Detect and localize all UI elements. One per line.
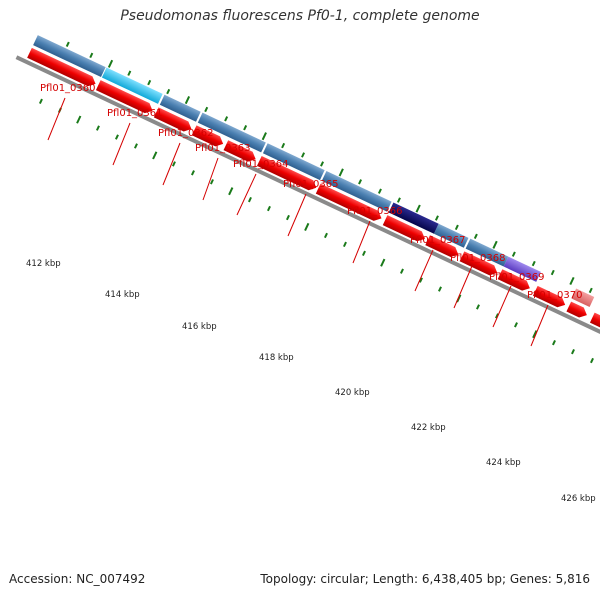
gene-label[interactable]: Pfl01_0366: [347, 206, 403, 217]
gene-block[interactable]: [197, 112, 266, 153]
gene-arrow[interactable]: [459, 251, 500, 278]
reverse-strand-genes: [27, 47, 600, 344]
gene-label[interactable]: Pfl01_0362: [158, 128, 214, 139]
gene-label[interactable]: Pfl01_0363: [195, 143, 251, 154]
position-label: 412 kbp: [26, 259, 61, 269]
gene-block[interactable]: [33, 35, 106, 78]
gene-arrow[interactable]: [223, 140, 259, 164]
gene-arrow[interactable]: [95, 80, 155, 115]
position-label: 416 kbp: [182, 322, 217, 332]
gene-label[interactable]: Pfl01_0369: [489, 272, 545, 283]
gene-label[interactable]: Pfl01_0367: [410, 235, 466, 246]
gene-label[interactable]: Pfl01_0365: [283, 179, 339, 190]
gene-label[interactable]: Pfl01_0368: [450, 253, 506, 264]
gene-block[interactable]: [321, 170, 392, 212]
gene-arrow[interactable]: [27, 47, 98, 89]
gene-labels: Pfl01_0360 Pfl01_0361 Pfl01_0362 Pfl01_0…: [40, 83, 583, 301]
position-label: 418 kbp: [259, 353, 294, 363]
genome-summary-text: Topology: circular; Length: 6,438,405 bp…: [260, 572, 590, 586]
gene-arrow[interactable]: [191, 125, 226, 149]
gene-label[interactable]: Pfl01_0360: [40, 83, 96, 94]
position-label: 424 kbp: [486, 458, 521, 468]
accession-text: Accession: NC_007492: [9, 572, 146, 586]
position-labels: 412 kbp 414 kbp 416 kbp 418 kbp 420 kbp …: [26, 259, 596, 504]
gene-block-highlight-pink[interactable]: [571, 288, 595, 307]
footer: Accession: NC_007492 Topology: circular;…: [0, 572, 600, 592]
gene-block[interactable]: [433, 223, 469, 248]
gene-arrow[interactable]: [153, 107, 194, 134]
gene-label[interactable]: Pfl01_0370: [527, 290, 583, 301]
gene-block-highlight-cyan[interactable]: [101, 67, 163, 104]
gene-label[interactable]: Pfl01_0361: [107, 108, 163, 119]
position-label: 414 kbp: [105, 290, 140, 300]
gene-arrow[interactable]: [256, 155, 319, 193]
gene-block-highlight-navy[interactable]: [388, 202, 439, 234]
gene-label[interactable]: Pfl01_0364: [233, 159, 289, 170]
position-label: 426 kbp: [561, 494, 596, 504]
gene-arrow[interactable]: [382, 215, 427, 244]
position-label: 422 kbp: [411, 423, 446, 433]
genome-backbone: [15, 55, 600, 366]
gene-block-highlight-purple[interactable]: [503, 256, 541, 282]
gene-arrow[interactable]: [566, 301, 589, 320]
map-title: Pseudomonas fluorescens Pf0-1, complete …: [120, 8, 480, 24]
position-label: 420 kbp: [335, 388, 370, 398]
forward-strand-genes: [33, 35, 595, 307]
gene-block[interactable]: [465, 238, 509, 267]
gene-arrow[interactable]: [497, 269, 533, 293]
gene-block[interactable]: [262, 143, 325, 181]
outer-tick-row: [65, 41, 593, 294]
gene-block[interactable]: [159, 94, 201, 122]
gene-label-leaders: [47, 97, 549, 347]
gene-arrow[interactable]: [315, 183, 384, 224]
gene-arrow[interactable]: [532, 285, 568, 310]
gene-arrow[interactable]: [425, 235, 460, 259]
